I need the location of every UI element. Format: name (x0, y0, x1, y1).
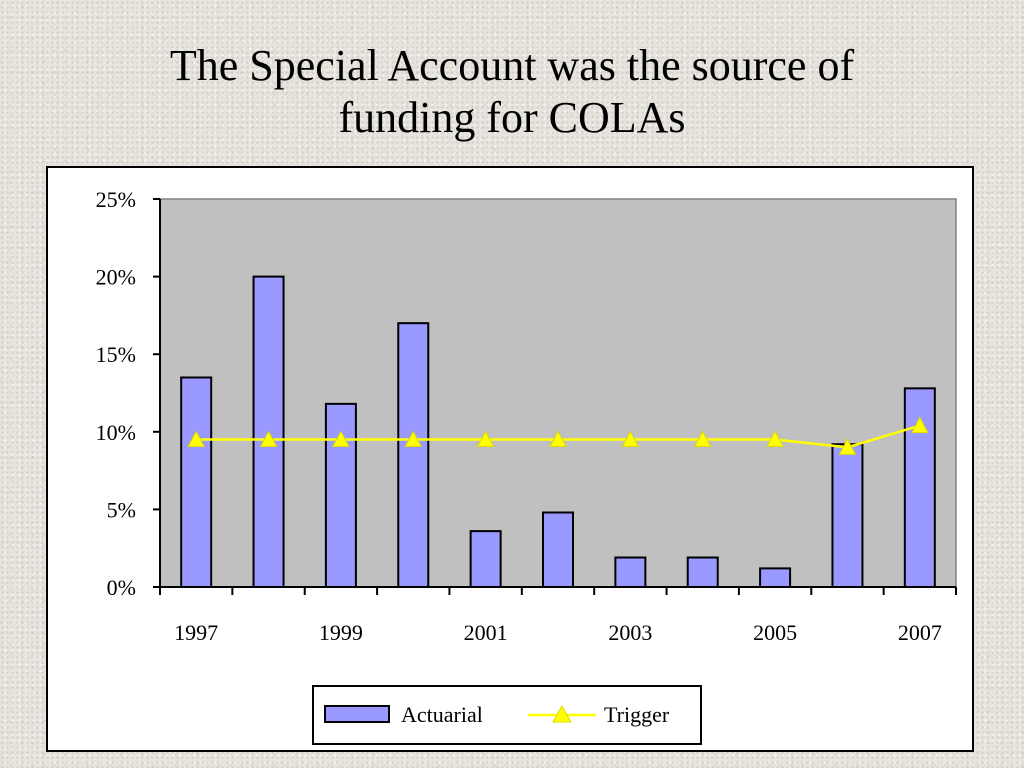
chart: 0% 5% 10% 15% 20% 25% 1997 1999 2001 2003 2005 2007… (96, 187, 957, 745)
trigger-marker-2001 (476, 430, 495, 448)
trigger-marker-1998 (259, 430, 278, 448)
bar-actuarial-2007 (903, 387, 936, 588)
bar-actuarial-1997 (180, 376, 213, 588)
bar-actuarial-2001 (469, 530, 502, 588)
y-tick-label: 5% (107, 497, 136, 522)
slide-title: The Special Account was the source of fu… (0, 40, 1024, 144)
legend-swatch-actuarial (324, 705, 390, 723)
legend-label-actuarial: Actuarial (401, 702, 483, 727)
trigger-marker-2007 (910, 416, 929, 434)
bar-actuarial-2004 (686, 556, 719, 588)
trigger-marker-1997 (187, 430, 206, 448)
y-tick-label: 20% (96, 265, 136, 290)
slide-title-line-1: The Special Account was the source of (169, 41, 855, 90)
x-tick-label: 1997 (174, 620, 218, 645)
chart-frame: 0% 5% 10% 15% 20% 25% 1997 1999 2001 2003 2005 2007… (46, 166, 974, 752)
legend-label-trigger: Trigger (604, 702, 670, 727)
x-tick-label: 2001 (464, 620, 508, 645)
trigger-marker-2004 (693, 430, 712, 448)
bar-actuarial-2005 (759, 567, 792, 589)
trigger-marker-2000 (404, 430, 423, 448)
bar-actuarial-2002 (542, 511, 574, 588)
x-tick-label: 1999 (319, 620, 363, 645)
x-tick-label: 2003 (608, 620, 652, 645)
bar-actuarial-2000 (397, 322, 430, 588)
y-tick-label: 10% (96, 420, 136, 445)
y-tick-label: 25% (96, 187, 136, 212)
bar-actuarial-2006 (831, 443, 864, 588)
trigger-marker-1999 (332, 430, 350, 448)
bar-actuarial-2003 (614, 556, 647, 588)
trigger-marker-2003 (621, 430, 640, 448)
y-tick-label: 0% (107, 575, 136, 600)
x-tick-label: 2005 (753, 620, 797, 645)
slide-title-line-2: funding for COLAs (338, 93, 686, 142)
x-tick-label: 2007 (898, 620, 942, 645)
trigger-marker-2005 (766, 430, 784, 448)
trigger-marker-2006 (838, 438, 857, 455)
trigger-marker-2002 (549, 430, 567, 448)
legend-marker-trigger (552, 704, 572, 723)
y-tick-label: 15% (96, 342, 136, 367)
